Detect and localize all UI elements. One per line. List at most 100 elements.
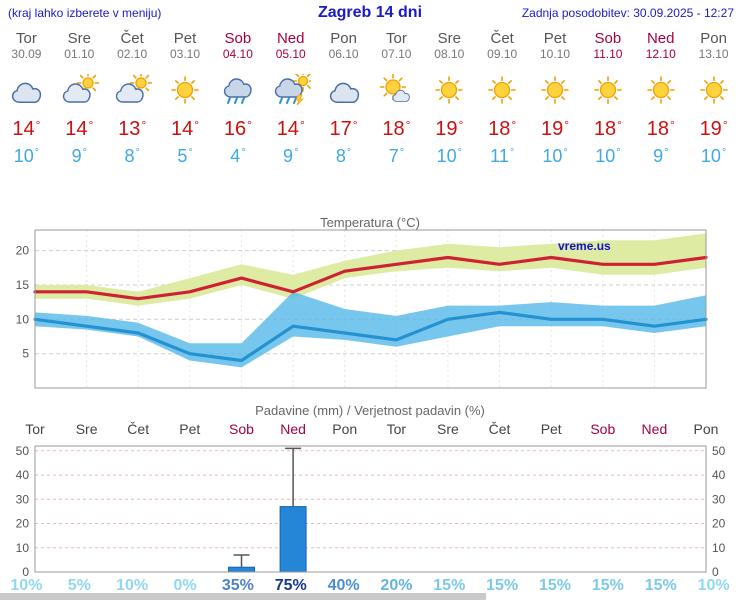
svg-text:50: 50 (712, 444, 726, 458)
svg-text:20: 20 (16, 244, 30, 258)
sun-cloud-icon (115, 71, 153, 103)
day-date: 11.10 (593, 47, 623, 61)
high-temp: 14° (12, 118, 41, 140)
degree-symbol: ° (88, 118, 94, 132)
day-date: 06.10 (328, 47, 359, 61)
day-name: Čet (120, 30, 144, 47)
precip-probability: 15% (539, 577, 572, 594)
precip-probability: 40% (327, 577, 360, 594)
low-temp: 7° (388, 146, 405, 166)
precip-probability: 5% (67, 577, 91, 594)
precipitation-chart: Tor Sre Čet Pet Sob Ned Pon Tor Sre Čet Pet Sob Ned P… (16, 421, 726, 579)
day-column-01-10[interactable]: Sre 01.10 14° 9° (53, 28, 106, 169)
svg-text:Sre: Sre (437, 421, 459, 437)
degree-symbol: ° (669, 118, 675, 132)
day-column-07-10[interactable]: Tor 07.10 18° 7° (370, 28, 423, 169)
day-date: 08.10 (434, 47, 465, 61)
temp-chart-title: Temperatura (°C) (320, 215, 420, 230)
day-date: 30.09 (11, 47, 42, 61)
day-column-08-10[interactable]: Sre 08.10 19° 10° (423, 28, 476, 169)
svg-text:Ned: Ned (280, 421, 306, 437)
svg-text:Pon: Pon (332, 421, 357, 437)
degree-symbol: ° (294, 147, 299, 159)
high-temp: 19° (699, 118, 728, 140)
day-column-13-10[interactable]: Pon 13.10 19° 10° (687, 28, 740, 169)
svg-text:40: 40 (16, 468, 30, 482)
svg-text:Čet: Čet (127, 421, 149, 437)
degree-symbol: ° (352, 118, 358, 132)
low-temp: 9° (653, 146, 669, 166)
degree-symbol: ° (135, 147, 140, 159)
precip-chart-title: Padavine (mm) / Verjetnost padavin (%) (255, 403, 485, 418)
degree-symbol: ° (241, 147, 246, 159)
sun-cloud-icon (63, 71, 100, 103)
day-date: 13.10 (698, 47, 729, 61)
day-date: 01.10 (64, 47, 95, 61)
degree-symbol: ° (405, 118, 411, 132)
day-column-03-10[interactable]: Pet 03.10 14° 5° (159, 28, 212, 169)
svg-text:Tor: Tor (387, 421, 407, 437)
footer-bar (0, 593, 486, 600)
svg-text:0: 0 (22, 565, 29, 579)
svg-text:0: 0 (712, 565, 719, 579)
degree-symbol: ° (299, 118, 305, 132)
high-temp: 19° (540, 118, 570, 140)
high-temp: 19° (435, 118, 464, 140)
day-name: Sob (594, 30, 622, 47)
precip-probability: 10% (116, 577, 149, 594)
precip-probability-row: 10% 5% 10% 0% 35% 75% 40% 20% 15% 15% 15% 15% 15% 10% (0, 577, 740, 595)
day-name: Sre (67, 30, 91, 47)
high-temp: 18° (488, 118, 517, 140)
day-name: Tor (386, 30, 407, 47)
degree-symbol: ° (563, 147, 568, 159)
day-name: Pon (700, 30, 727, 47)
high-temp: 16° (223, 118, 252, 140)
low-temp: 10° (700, 146, 727, 166)
day-column-05-10[interactable]: Ned 05.10 14° 9° (264, 28, 317, 169)
day-name: Pet (173, 30, 197, 47)
degree-symbol: ° (511, 118, 517, 132)
day-date: 10.10 (540, 47, 571, 61)
precip-probability: 0% (173, 577, 197, 594)
low-temp: 5° (177, 146, 193, 166)
svg-text:Ned: Ned (642, 421, 668, 437)
sun-icon (699, 76, 728, 104)
day-column-06-10[interactable]: Pon 06.10 17° 8° (317, 28, 370, 169)
degree-symbol: ° (616, 147, 621, 159)
rain-icon (223, 78, 252, 104)
low-temp: 10° (436, 146, 462, 166)
low-temp: 10° (542, 146, 568, 166)
day-column-12-10[interactable]: Ned 12.10 18° 9° (634, 28, 687, 169)
precip-probability: 75% (274, 577, 307, 594)
low-temp: 4° (230, 146, 246, 166)
svg-text:Pet: Pet (179, 421, 200, 437)
precip-probability: 10% (10, 577, 43, 594)
day-column-11-10[interactable]: Sob 11.10 18° 10° (581, 28, 634, 169)
day-column-10-10[interactable]: Pet 10.10 19° 10° (529, 28, 582, 169)
day-date: 05.10 (275, 47, 306, 61)
day-column-30-09[interactable]: Tor 30.09 14° 10° (0, 28, 53, 169)
svg-text:15: 15 (16, 278, 30, 292)
day-date: 07.10 (381, 47, 412, 61)
day-column-04-10[interactable]: Sob 04.10 16° 4° (211, 28, 264, 169)
precip-probability: 35% (221, 577, 254, 594)
sun-icon (646, 76, 675, 104)
svg-text:Pon: Pon (694, 421, 719, 437)
low-temp: 9° (71, 146, 87, 166)
degree-symbol: ° (564, 118, 570, 132)
menu-hint: (kraj lahko izberete v meniju) (8, 6, 162, 20)
day-column-09-10[interactable]: Čet 09.10 18° 11° (476, 28, 529, 169)
degree-symbol: ° (141, 118, 147, 132)
degree-symbol: ° (35, 118, 41, 132)
high-temp: 17° (329, 118, 358, 140)
low-temp: 11° (490, 146, 515, 166)
high-temp: 13° (118, 118, 147, 140)
precip-probability: 15% (486, 577, 519, 594)
svg-text:Sob: Sob (229, 421, 254, 437)
precip-probability: 15% (591, 577, 624, 594)
day-name: Sob (224, 30, 252, 47)
day-column-02-10[interactable]: Čet 02.10 13° 8° (106, 28, 159, 169)
svg-text:Pet: Pet (541, 421, 562, 437)
precip-probability: 15% (644, 577, 677, 594)
